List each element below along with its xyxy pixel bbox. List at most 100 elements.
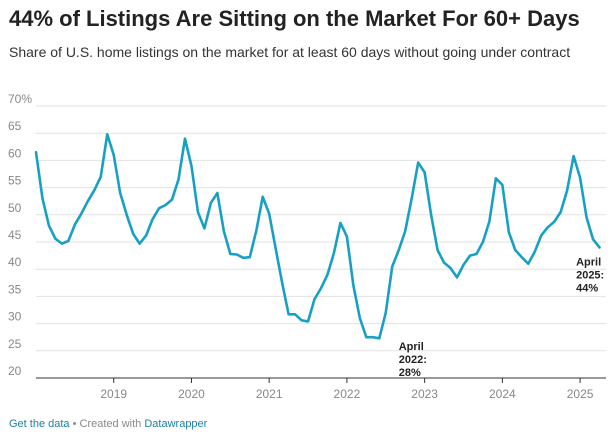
x-tick-label: 2023	[411, 387, 438, 401]
data-point	[326, 273, 329, 276]
data-point	[145, 234, 148, 237]
data-point	[339, 221, 342, 225]
y-tick-label: 35	[8, 282, 22, 296]
data-point	[533, 250, 536, 253]
data-point	[462, 263, 465, 266]
data-point	[468, 254, 472, 257]
y-tick-label: 65	[8, 119, 22, 133]
annotation-label: 2022:	[399, 354, 427, 366]
data-point	[514, 249, 517, 252]
data-point	[248, 256, 251, 259]
x-tick-label: 2019	[100, 387, 127, 401]
y-tick-label: 70%	[8, 92, 32, 106]
data-point	[151, 218, 154, 221]
data-point	[274, 247, 277, 250]
data-point	[546, 226, 549, 229]
data-point	[125, 213, 128, 216]
data-point	[138, 242, 141, 245]
data-point	[352, 284, 355, 287]
x-tick-label: 2025	[567, 387, 594, 401]
data-point	[397, 249, 400, 252]
data-point	[281, 281, 284, 284]
data-point	[319, 287, 323, 290]
data-point	[520, 256, 523, 259]
data-point	[553, 220, 556, 223]
data-point	[119, 191, 122, 195]
data-point	[313, 298, 316, 301]
data-point	[99, 175, 102, 178]
data-point	[268, 212, 271, 215]
data-point	[203, 227, 206, 230]
data-point	[404, 230, 407, 233]
data-point	[80, 212, 83, 215]
data-point	[222, 230, 225, 233]
data-point	[345, 235, 349, 238]
x-tick-label: 2024	[489, 387, 516, 401]
data-point	[300, 319, 303, 322]
data-point	[242, 256, 245, 259]
data-point	[501, 183, 504, 186]
datawrapper-link[interactable]: Datawrapper	[144, 418, 208, 430]
x-tick-label: 2022	[334, 387, 361, 401]
data-point	[293, 313, 297, 316]
data-point	[255, 230, 258, 233]
annotation-label: April	[399, 341, 424, 353]
data-point	[177, 178, 180, 181]
y-tick-label: 25	[8, 337, 22, 351]
data-point	[540, 234, 543, 237]
get-the-data-link[interactable]: Get the data	[9, 418, 70, 430]
data-point	[41, 197, 44, 200]
data-point	[365, 336, 368, 339]
data-point	[209, 201, 212, 204]
data-point	[391, 265, 394, 268]
data-point	[190, 164, 193, 167]
series-line	[34, 132, 601, 340]
footer-separator: •	[72, 418, 77, 430]
data-point	[106, 133, 109, 136]
data-point	[86, 200, 89, 203]
data-point	[559, 210, 562, 214]
data-point	[507, 231, 510, 234]
data-point	[488, 220, 491, 223]
created-with-text: Created with	[79, 418, 142, 430]
data-point	[436, 249, 439, 252]
x-tick-label: 2020	[178, 387, 205, 401]
data-point	[157, 207, 161, 210]
data-point	[47, 224, 51, 227]
y-tick-label: 55	[8, 174, 22, 188]
annotation-label: April	[576, 256, 601, 268]
data-point	[261, 195, 264, 198]
data-point	[358, 317, 361, 320]
data-point	[449, 267, 452, 270]
chart-subtitle: Share of U.S. home listings on the marke…	[9, 44, 571, 60]
data-point	[112, 153, 115, 157]
chart-footer: Get the data • Created with Datawrapper	[9, 418, 207, 430]
data-point	[73, 223, 76, 226]
data-point	[196, 210, 200, 214]
data-point	[378, 337, 381, 340]
y-tick-label: 40	[8, 255, 22, 269]
line-chart: 2025 30 35 40 45 50 55 60 65 70% 2019 2020 2021 2022 2…	[8, 92, 606, 401]
data-point	[132, 232, 135, 235]
data-point	[430, 213, 433, 216]
data-point	[183, 137, 187, 140]
data-point	[591, 238, 595, 241]
chart-title: 44% of Listings Are Sitting on the Marke…	[9, 6, 580, 31]
data-point	[475, 252, 478, 256]
y-tick-label: 30	[8, 310, 22, 324]
data-point	[235, 253, 238, 256]
data-point	[455, 276, 459, 279]
data-point	[566, 189, 569, 192]
data-point	[306, 320, 310, 323]
data-point	[332, 251, 336, 254]
data-point	[287, 313, 290, 316]
y-tick-label: 60	[8, 146, 22, 160]
data-point	[481, 240, 485, 244]
y-tick-label: 50	[8, 201, 22, 215]
data-point	[572, 154, 575, 158]
x-tick-label: 2021	[256, 387, 283, 401]
y-tick-label: 45	[8, 228, 22, 242]
data-point	[216, 191, 219, 195]
data-point	[442, 261, 446, 264]
data-point	[417, 161, 420, 164]
